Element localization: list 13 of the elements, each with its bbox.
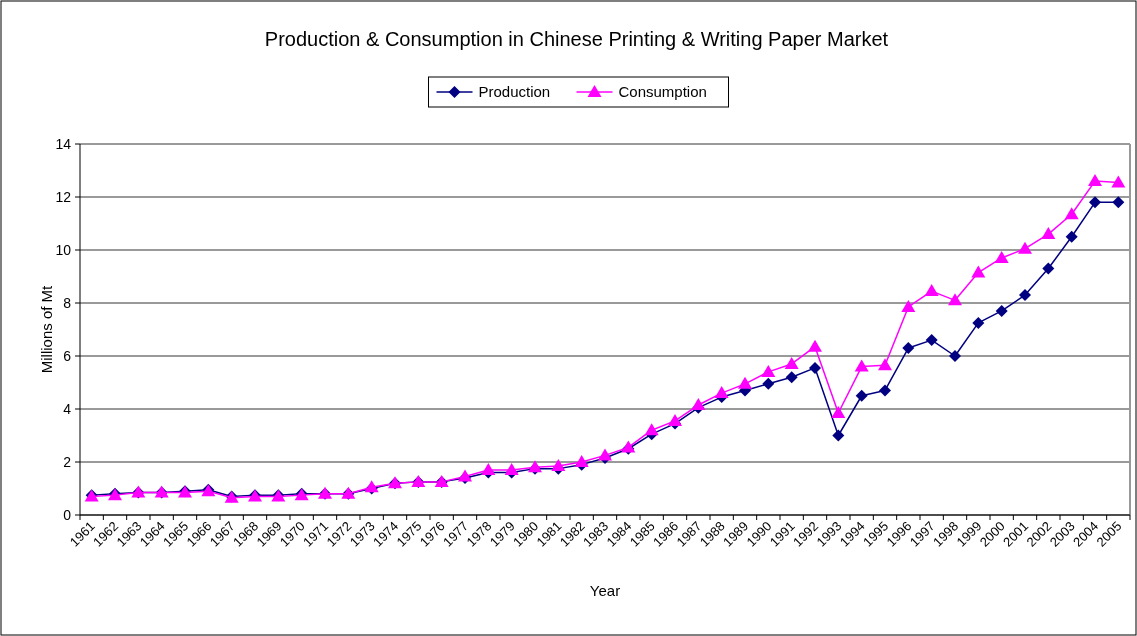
y-tick-label: 4 — [63, 401, 72, 417]
legend-label: Consumption — [618, 83, 707, 100]
legend-label: Production — [478, 83, 551, 100]
y-axis-title: Millions of Mt — [38, 284, 55, 374]
y-tick-label: 10 — [55, 242, 72, 258]
x-axis-title: Year — [589, 582, 621, 599]
chart-title: Production & Consumption in Chinese Printing & Writing Paper Market — [264, 28, 889, 50]
y-tick-label: 14 — [55, 136, 72, 152]
y-tick-label: 0 — [63, 507, 72, 523]
y-tick-label: 8 — [63, 295, 72, 311]
y-tick-label: 12 — [55, 189, 72, 205]
y-tick-label: 6 — [63, 348, 72, 364]
y-tick-label: 2 — [63, 454, 72, 470]
